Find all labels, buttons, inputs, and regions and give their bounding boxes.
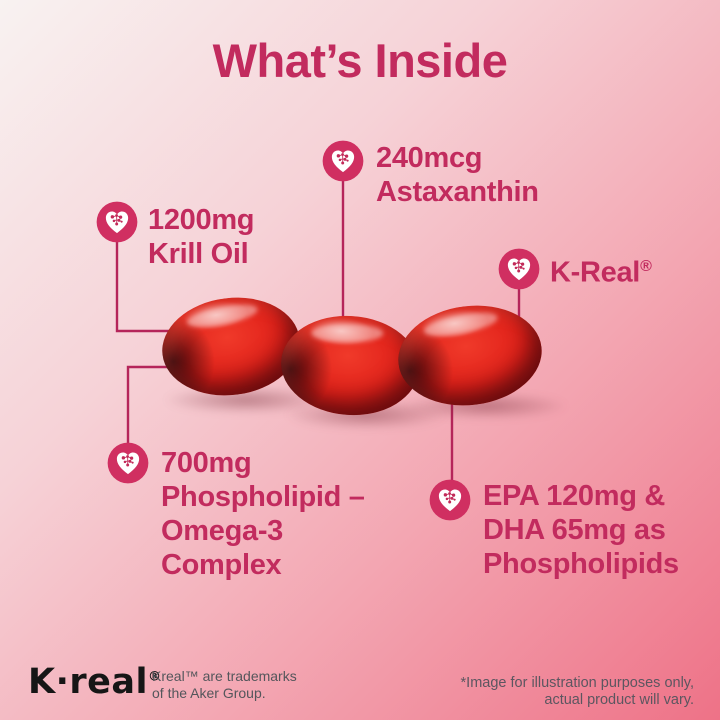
astaxanthin-heart-icon [322, 140, 364, 182]
k-real-heart-icon [498, 248, 540, 290]
epa-dha-heart-icon [429, 479, 471, 521]
connector-line-krill-oil [115, 240, 186, 333]
image-disclaimer-line1: *Image for illustration purposes only, [460, 675, 694, 691]
image-disclaimer: *Image for illustration purposes only, a… [461, 675, 694, 708]
trademark-note: Kreal™ are trademarks of the Aker Group. [152, 668, 297, 701]
page-title: What’s Inside [212, 34, 508, 87]
callout-k-real-label: K-Real [550, 256, 641, 289]
kreal-logo-text: K·real [28, 662, 149, 702]
callout-phospholipid-complex: 700mg Phospholipid – Omega-3 Complex [161, 446, 365, 582]
callout-phospholipid-line3: Omega-3 [161, 515, 283, 547]
callout-k-real: K-Real® [550, 250, 652, 290]
logo-registered-mark: ® [148, 669, 162, 685]
callout-epa-dha-line1: EPA 120mg & [483, 480, 666, 512]
image-disclaimer-line2: actual product will vary. [544, 691, 694, 708]
callout-astaxanthin-line1: 240mcg [376, 142, 483, 174]
callout-krill-oil-line2: Krill Oil [148, 238, 249, 270]
k-real-registered-mark: ® [640, 258, 652, 275]
krill-oil-heart-icon [96, 201, 138, 243]
callout-epa-dha-line2: DHA 65mg as [483, 514, 666, 546]
trademark-note-line1: Kreal™ are trademarks [152, 668, 297, 684]
phospholipid-heart-icon [107, 442, 149, 484]
callout-krill-oil-line1: 1200mg [148, 204, 255, 236]
callout-phospholipid-line4: Complex [161, 549, 282, 581]
callout-astaxanthin: 240mcg Astaxanthin [376, 141, 539, 209]
callout-krill-oil: 1200mg Krill Oil [148, 203, 255, 271]
callout-astaxanthin-line2: Astaxanthin [376, 176, 539, 208]
trademark-note-line2: of the Aker Group. [152, 684, 266, 701]
kreal-brand-logo: K·real® [28, 662, 162, 702]
callout-epa-dha: EPA 120mg & DHA 65mg as Phospholipids [483, 479, 679, 581]
callout-phospholipid-line2: Phospholipid – [161, 481, 365, 513]
callout-phospholipid-line1: 700mg [161, 447, 252, 479]
callout-epa-dha-line3: Phospholipids [483, 548, 679, 580]
